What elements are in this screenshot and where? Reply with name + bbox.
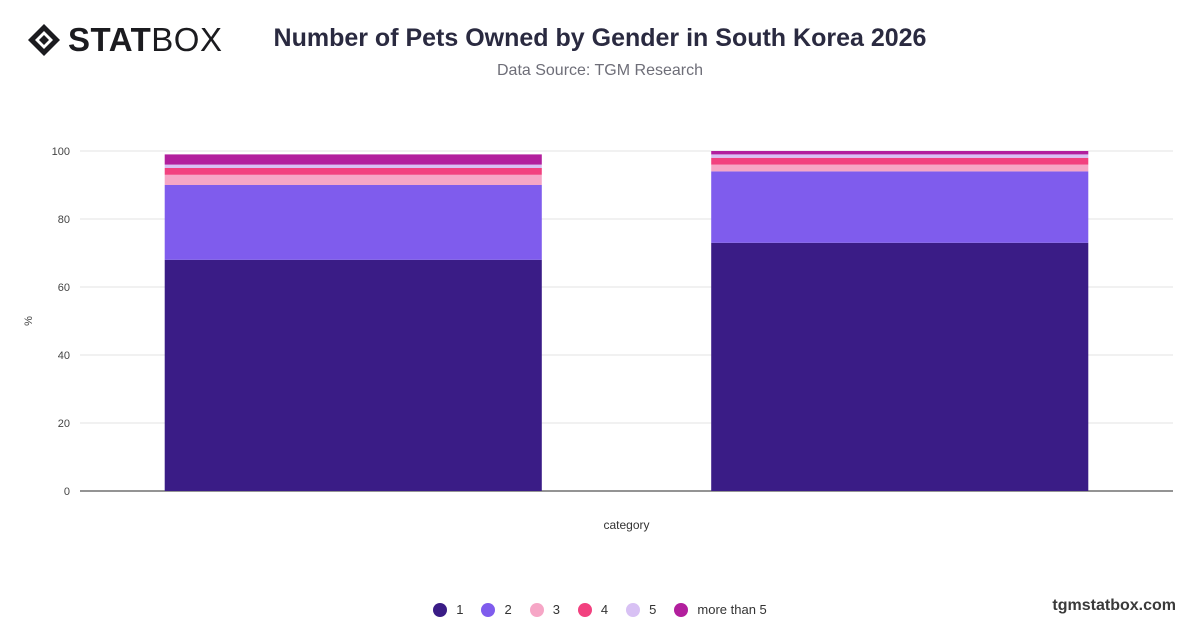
chart-title: Number of Pets Owned by Gender in South … xyxy=(273,24,927,52)
y-tick-label: 100 xyxy=(52,146,70,158)
y-tick-label: 0 xyxy=(64,486,70,498)
legend-label: more than 5 xyxy=(697,602,767,617)
chart-legend: 1 2 3 4 5 more than 5 xyxy=(0,602,1200,617)
bar-segment xyxy=(164,154,542,165)
statbox-logo-icon xyxy=(28,24,60,56)
legend-item[interactable]: 1 xyxy=(433,602,463,617)
y-tick-label: 20 xyxy=(58,418,70,430)
legend-swatch xyxy=(481,602,496,617)
bar-segment xyxy=(711,151,1089,155)
legend-item[interactable]: 3 xyxy=(529,602,560,617)
logo-text-light: BOX xyxy=(151,21,223,58)
legend-item[interactable]: 4 xyxy=(577,602,609,617)
bar-segment xyxy=(711,154,1089,158)
legend-label: 4 xyxy=(600,602,609,617)
bar-segment xyxy=(711,157,1089,165)
legend-label: 1 xyxy=(456,602,464,617)
legend-swatch xyxy=(433,602,448,617)
legend-label: 2 xyxy=(504,602,512,617)
logo-text: STATBOX xyxy=(68,22,222,58)
y-axis-label: % xyxy=(23,316,35,326)
legend-label: 3 xyxy=(552,602,560,617)
bar-segment xyxy=(711,171,1089,243)
legend-item[interactable]: 5 xyxy=(626,602,656,617)
bar-segment xyxy=(164,174,542,185)
bar-segment xyxy=(164,168,542,175)
footer-site-link[interactable]: tgmstatbox.com xyxy=(1052,597,1176,614)
chart-subtitle: Data Source: TGM Research xyxy=(496,62,703,79)
legend-item[interactable]: more than 5 xyxy=(674,602,767,617)
legend-swatch xyxy=(577,602,592,617)
y-tick-label: 80 xyxy=(58,214,70,226)
bar-segment xyxy=(164,164,542,168)
bar-segment xyxy=(164,259,542,491)
bar-segment xyxy=(164,185,542,260)
legend-swatch xyxy=(529,602,544,617)
legend-swatch xyxy=(674,602,689,617)
legend-swatch xyxy=(626,602,641,617)
legend-item[interactable]: 2 xyxy=(481,602,512,617)
stacked-bar-chart: 0 20 40 60 80 100% category xyxy=(23,146,1173,532)
y-tick-label: 40 xyxy=(58,350,70,362)
x-axis-label: category xyxy=(603,518,649,532)
logo-text-bold: STAT xyxy=(68,21,152,58)
logo: STATBOX xyxy=(26,22,222,58)
legend-label: 5 xyxy=(649,602,657,617)
y-tick-label: 60 xyxy=(58,282,70,294)
bar-segment xyxy=(711,242,1089,491)
bar-segment xyxy=(711,164,1089,172)
